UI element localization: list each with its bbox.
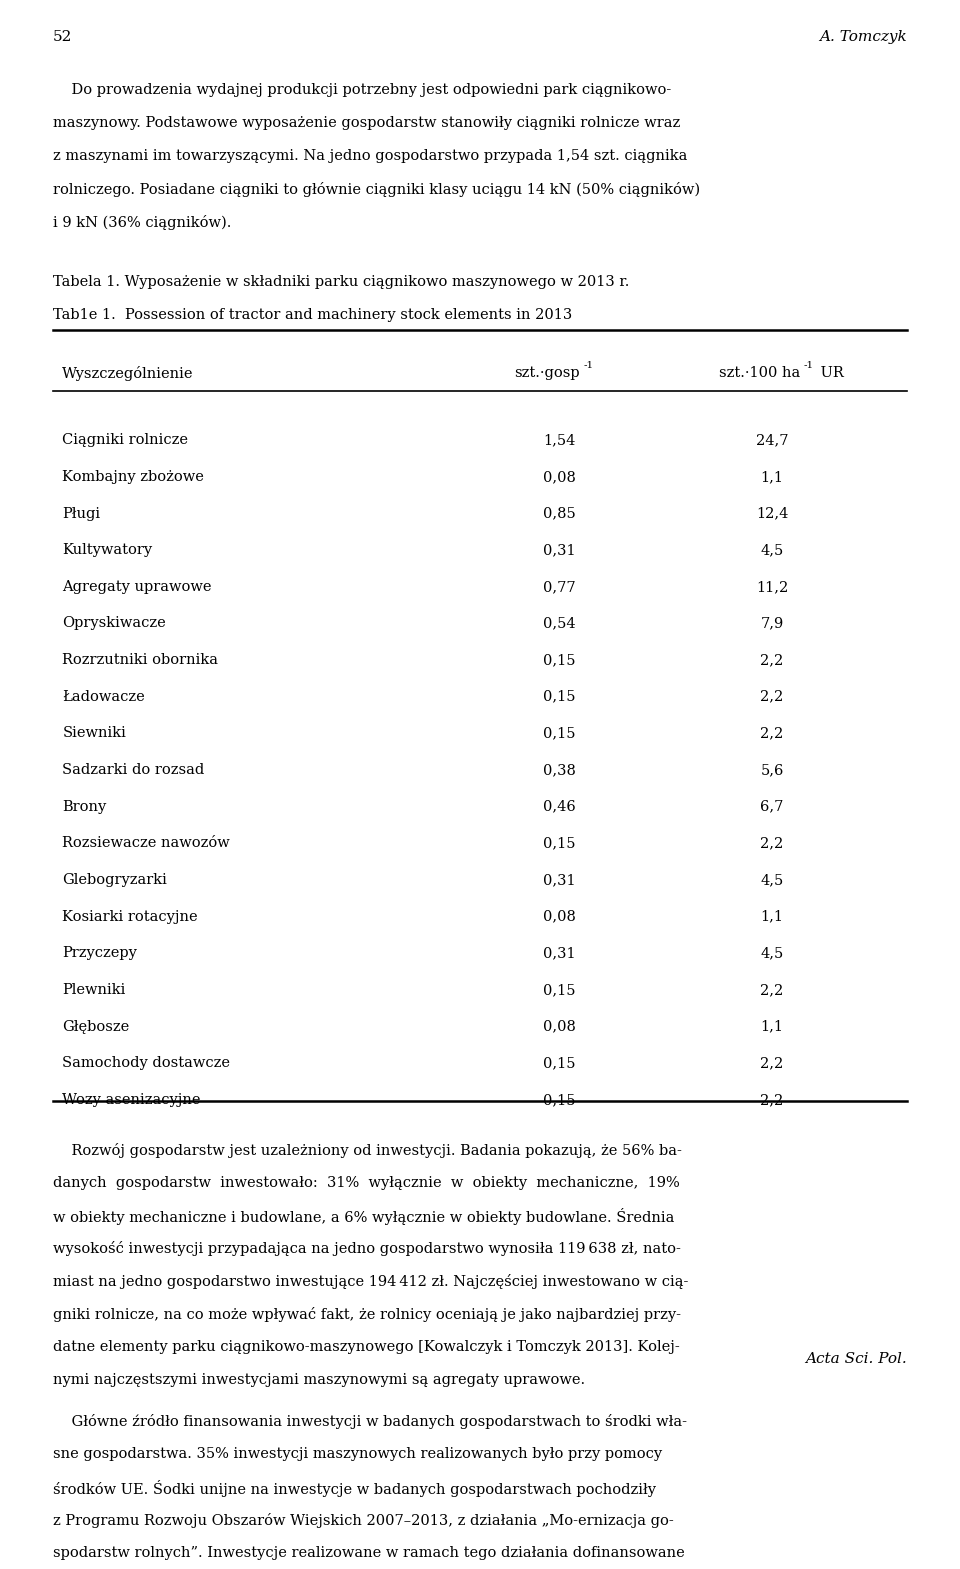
- Text: Ładowacze: Ładowacze: [62, 690, 145, 704]
- Text: danych  gospodarstw  inwestowało:  31%  wyłącznie  w  obiekty  mechaniczne,  19%: danych gospodarstw inwestowało: 31% wyłą…: [53, 1175, 680, 1189]
- Text: Pługi: Pługi: [62, 507, 101, 521]
- Text: Kombajny zbożowe: Kombajny zbożowe: [62, 469, 204, 483]
- Text: 1,1: 1,1: [760, 1020, 783, 1034]
- Text: Glebogryzarki: Glebogryzarki: [62, 872, 167, 886]
- Text: Brony: Brony: [62, 800, 107, 814]
- Text: 0,15: 0,15: [543, 690, 576, 704]
- Text: A. Tomczyk: A. Tomczyk: [820, 30, 907, 44]
- Text: datne elementy parku ciągnikowo-maszynowego [Kowalczyk i Tomczyk 2013]. Kolej-: datne elementy parku ciągnikowo-maszynow…: [53, 1340, 680, 1354]
- Text: w obiekty mechaniczne i budowlane, a 6% wyłącznie w obiekty budowlane. Średnia: w obiekty mechaniczne i budowlane, a 6% …: [53, 1208, 674, 1225]
- Text: 12,4: 12,4: [756, 507, 788, 521]
- Text: Wyszczególnienie: Wyszczególnienie: [62, 366, 194, 381]
- Text: 0,08: 0,08: [542, 1020, 576, 1034]
- Text: 4,5: 4,5: [760, 543, 783, 557]
- Text: gniki rolnicze, na co może wpływać fakt, że rolnicy oceniają je jako najbardziej: gniki rolnicze, na co może wpływać fakt,…: [53, 1307, 681, 1323]
- Text: 0,46: 0,46: [543, 800, 576, 814]
- Text: 0,08: 0,08: [542, 910, 576, 924]
- Text: 2,2: 2,2: [760, 982, 783, 996]
- Text: Opryskiwacze: Opryskiwacze: [62, 617, 166, 631]
- Text: 0,15: 0,15: [543, 1056, 576, 1070]
- Text: Ciągniki rolnicze: Ciągniki rolnicze: [62, 433, 188, 447]
- Text: 24,7: 24,7: [756, 433, 788, 447]
- Text: 0,31: 0,31: [543, 946, 576, 960]
- Text: 52: 52: [53, 30, 72, 44]
- Text: środków UE. Śodki unijne na inwestycje w badanych gospodarstwach pochodziły: środków UE. Śodki unijne na inwestycje w…: [53, 1480, 656, 1497]
- Text: 0,15: 0,15: [543, 653, 576, 667]
- Text: wysokość inwestycji przypadająca na jedno gospodarstwo wynosiła 119 638 zł, nato: wysokość inwestycji przypadająca na jedn…: [53, 1241, 681, 1257]
- Text: -1: -1: [584, 361, 593, 370]
- Text: nymi najczęstszymi inwestycjami maszynowymi są agregaty uprawowe.: nymi najczęstszymi inwestycjami maszynow…: [53, 1373, 585, 1387]
- Text: Acta Sci. Pol.: Acta Sci. Pol.: [805, 1352, 907, 1367]
- Text: 1,54: 1,54: [543, 433, 575, 447]
- Text: 0,54: 0,54: [543, 617, 576, 631]
- Text: 4,5: 4,5: [760, 946, 783, 960]
- Text: Przyczepy: Przyczepy: [62, 946, 137, 960]
- Text: Rozrzutniki obornika: Rozrzutniki obornika: [62, 653, 219, 667]
- Text: Wozy asenizacyjne: Wozy asenizacyjne: [62, 1094, 201, 1106]
- Text: 1,1: 1,1: [760, 469, 783, 483]
- Text: Kosiarki rotacyjne: Kosiarki rotacyjne: [62, 910, 198, 924]
- Text: -1: -1: [804, 361, 814, 370]
- Text: 0,15: 0,15: [543, 982, 576, 996]
- Text: Główne źródło finansowania inwestycji w badanych gospodarstwach to środki wła-: Główne źródło finansowania inwestycji w …: [53, 1414, 686, 1429]
- Text: maszynowy. Podstawowe wyposażenie gospodarstw stanowiły ciągniki rolnicze wraz: maszynowy. Podstawowe wyposażenie gospod…: [53, 116, 680, 130]
- Text: 1,1: 1,1: [760, 910, 783, 924]
- Text: z Programu Rozwoju Obszarów Wiejskich 2007–2013, z działania „Mo­ernizacja go-: z Programu Rozwoju Obszarów Wiejskich 20…: [53, 1513, 674, 1528]
- Text: spodarstw rolnych”. Inwestycje realizowane w ramach tego działania dofinansowane: spodarstw rolnych”. Inwestycje realizowa…: [53, 1545, 684, 1560]
- Text: z maszynami im towarzyszącymi. Na jedno gospodarstwo przypada 1,54 szt. ciągnika: z maszynami im towarzyszącymi. Na jedno …: [53, 149, 687, 163]
- Text: Sadzarki do rozsad: Sadzarki do rozsad: [62, 763, 204, 777]
- Text: 6,7: 6,7: [760, 800, 783, 814]
- Text: 0,77: 0,77: [543, 581, 576, 593]
- Text: Samochody dostawcze: Samochody dostawcze: [62, 1056, 230, 1070]
- Text: Tabela 1. Wyposażenie w składniki parku ciągnikowo maszynowego w 2013 r.: Tabela 1. Wyposażenie w składniki parku …: [53, 275, 629, 289]
- Text: Rozwój gospodarstw jest uzależniony od inwestycji. Badania pokazują, że 56% ba-: Rozwój gospodarstw jest uzależniony od i…: [53, 1142, 682, 1158]
- Text: UR: UR: [816, 366, 844, 380]
- Text: 11,2: 11,2: [756, 581, 788, 593]
- Text: 0,38: 0,38: [542, 763, 576, 777]
- Text: 0,08: 0,08: [542, 469, 576, 483]
- Text: Do prowadzenia wydajnej produkcji potrzebny jest odpowiedni park ciągnikowo-: Do prowadzenia wydajnej produkcji potrze…: [53, 83, 671, 97]
- Text: 4,5: 4,5: [760, 872, 783, 886]
- Text: Kultywatory: Kultywatory: [62, 543, 153, 557]
- Text: szt.·gosp: szt.·gosp: [515, 366, 580, 380]
- Text: 2,2: 2,2: [760, 690, 783, 704]
- Text: rolniczego. Posiadane ciągniki to głównie ciągniki klasy uciągu 14 kN (50% ciągn: rolniczego. Posiadane ciągniki to główni…: [53, 182, 700, 196]
- Text: 2,2: 2,2: [760, 1056, 783, 1070]
- Text: 2,2: 2,2: [760, 1094, 783, 1106]
- Text: Głębosze: Głębosze: [62, 1020, 130, 1034]
- Text: 0,31: 0,31: [543, 872, 576, 886]
- Text: sne gospodarstwa. 35% inwestycji maszynowych realizowanych było przy pomocy: sne gospodarstwa. 35% inwestycji maszyno…: [53, 1447, 662, 1461]
- Text: Rozsiewacze nawozów: Rozsiewacze nawozów: [62, 836, 230, 850]
- Text: Agregaty uprawowe: Agregaty uprawowe: [62, 581, 212, 593]
- Text: Plewniki: Plewniki: [62, 982, 126, 996]
- Text: 5,6: 5,6: [760, 763, 783, 777]
- Text: Siewniki: Siewniki: [62, 726, 127, 741]
- Text: 2,2: 2,2: [760, 653, 783, 667]
- Text: 0,31: 0,31: [543, 543, 576, 557]
- Text: 2,2: 2,2: [760, 726, 783, 741]
- Text: 2,2: 2,2: [760, 836, 783, 850]
- Text: i 9 kN (36% ciągników).: i 9 kN (36% ciągników).: [53, 215, 231, 229]
- Text: 7,9: 7,9: [760, 617, 783, 631]
- Text: 0,15: 0,15: [543, 726, 576, 741]
- Text: Tab1e 1.  Possession of tractor and machinery stock elements in 2013: Tab1e 1. Possession of tractor and machi…: [53, 308, 572, 322]
- Text: miast na jedno gospodarstwo inwestujące 194 412 zł. Najczęściej inwestowano w ci: miast na jedno gospodarstwo inwestujące …: [53, 1274, 688, 1290]
- Text: 0,15: 0,15: [543, 1094, 576, 1106]
- Text: 0,15: 0,15: [543, 836, 576, 850]
- Text: 0,85: 0,85: [543, 507, 576, 521]
- Text: szt.·100 ha: szt.·100 ha: [719, 366, 801, 380]
